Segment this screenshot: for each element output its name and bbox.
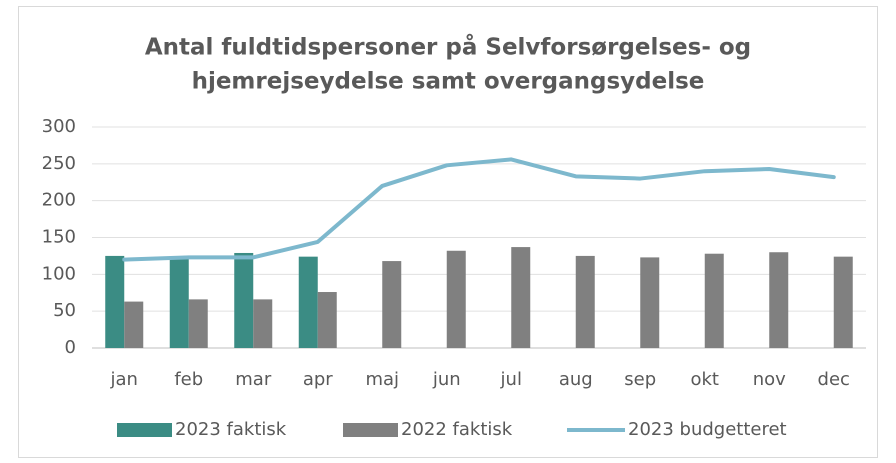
chart-title: hjemrejseydelse samt overgangsydelse (192, 69, 705, 95)
legend-label: 2023 faktisk (175, 419, 287, 440)
bar (833, 256, 853, 348)
bar (640, 257, 660, 348)
bar (382, 261, 402, 348)
x-tick-label: feb (174, 369, 203, 390)
y-tick-label: 200 (42, 190, 76, 211)
bar (769, 252, 789, 348)
bar (169, 258, 189, 348)
x-tick-label: dec (818, 369, 850, 390)
bar (704, 253, 724, 348)
x-tick-label: aug (559, 369, 593, 390)
y-tick-label: 0 (65, 337, 76, 358)
bar (446, 250, 466, 348)
bar (298, 256, 318, 348)
bar (124, 301, 144, 348)
bar (575, 255, 595, 348)
legend-swatch (117, 423, 172, 437)
bar (253, 299, 273, 348)
y-tick-label: 50 (53, 300, 76, 321)
x-tick-label: sep (624, 369, 656, 390)
bar (105, 255, 125, 348)
y-tick-label: 250 (42, 153, 76, 174)
x-tick-label: jun (432, 369, 461, 390)
bar (234, 252, 254, 348)
x-tick-label: maj (365, 369, 399, 390)
chart-title: Antal fuldtidspersoner på Selvforsørgels… (145, 34, 751, 61)
x-tick-label: okt (691, 369, 720, 390)
x-tick-label: apr (303, 369, 333, 390)
legend-label: 2023 budgetteret (628, 419, 787, 440)
x-tick-label: jul (500, 369, 522, 390)
y-tick-label: 100 (42, 263, 76, 284)
chart-frame (18, 6, 878, 458)
bar (511, 247, 531, 348)
x-tick-label: mar (235, 369, 272, 390)
bar (188, 299, 208, 348)
x-tick-label: nov (753, 369, 786, 390)
y-tick-label: 150 (42, 227, 76, 248)
y-tick-label: 300 (42, 116, 76, 137)
line (122, 157, 836, 262)
x-tick-label: jan (110, 369, 138, 390)
bar (317, 292, 337, 348)
legend-swatch (343, 423, 398, 437)
legend-label: 2022 faktisk (401, 419, 513, 440)
